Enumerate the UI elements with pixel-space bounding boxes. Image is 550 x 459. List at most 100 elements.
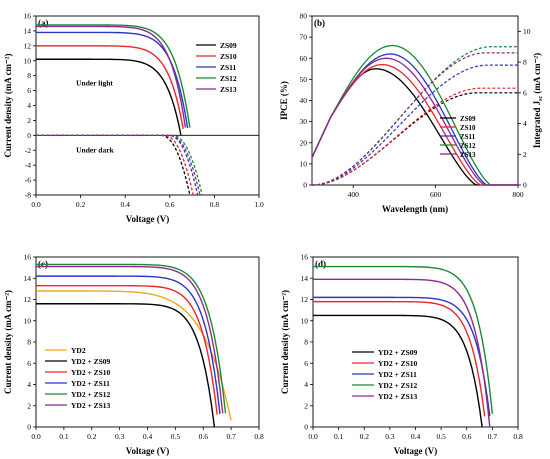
y-tick-label: 14 (24, 26, 32, 35)
ipce-line (311, 63, 518, 186)
y-tick-label: 8 (27, 71, 31, 80)
panel-b: 400 600 80001020304050607080(b)Wavelength … (279, 12, 544, 215)
series-line (36, 265, 224, 414)
y2-tick-label: 2 (523, 150, 527, 159)
x-tick-label: 0.8 (210, 200, 220, 209)
integrated-jsc-line (311, 52, 518, 186)
legend-label: ZS12 (460, 142, 476, 150)
y-tick-label: 14 (301, 274, 309, 283)
legend-label: YD2 + ZS12 (71, 390, 111, 399)
x-tick-label: 0.2 (87, 432, 97, 441)
series-line (36, 263, 227, 414)
y-tick-label: 0 (27, 131, 31, 140)
panel-a: 0.0 0.2 0.4 0.6 0.8 1.0 -8 -6 -4 -2 0 2 4 6 8 10 12 14 16 (… (3, 12, 264, 225)
series-line (36, 275, 221, 415)
integrated-jsc-line (311, 92, 518, 186)
y-tick-label: 10 (300, 159, 308, 168)
y-tick-label: 14 (24, 274, 32, 283)
series-line-dark (36, 134, 191, 196)
x-tick-label: 0.2 (360, 432, 370, 441)
y2-tick-label: 4 (523, 119, 527, 128)
legend-label: ZS11 (460, 133, 476, 141)
x-tick-label: 0.6 (199, 432, 209, 441)
x-tick-label: 0.3 (385, 432, 395, 441)
panel-label: (b) (314, 18, 325, 28)
series-line (313, 300, 486, 417)
x-tick-label: 0.0 (31, 200, 41, 209)
y-tick-label: -4 (25, 161, 31, 170)
y-tick-label: 6 (27, 86, 31, 95)
legend-label: YD2 (71, 346, 86, 355)
y-tick-label: 8 (304, 338, 308, 347)
series-line (36, 303, 216, 428)
x-tick-label: 0.5 (171, 432, 181, 441)
y-tick-label: 6 (27, 359, 31, 368)
ipce-line (311, 53, 518, 186)
y-tick-label: 10 (301, 316, 309, 325)
y-tick-label: 40 (300, 96, 308, 105)
legend-label: ZS11 (220, 63, 237, 72)
y-tick-label: 12 (301, 295, 309, 304)
series-line (36, 58, 182, 136)
y-tick-label: 60 (300, 54, 308, 63)
y-tick-label: 6 (304, 359, 308, 368)
y-tick-label: 30 (300, 117, 308, 126)
plot-frame (35, 256, 260, 428)
legend-label: YD2 + ZS11 (378, 370, 417, 379)
legend-label: YD2 + ZS12 (378, 381, 418, 390)
y2-tick-label: 6 (523, 88, 527, 97)
y-tick-label: 4 (27, 380, 31, 389)
x-axis-label: Voltage (V) (126, 214, 169, 224)
legend-label: ZS09 (220, 41, 237, 50)
y2-tick-label: 8 (523, 58, 527, 67)
x-axis-label: Wavelength (nm) (382, 204, 448, 214)
x-axis-label: Voltage (V) (126, 446, 169, 456)
y-tick-label: -8 (25, 191, 31, 200)
x-tick-label: 0.3 (115, 432, 125, 441)
y-tick-label: -2 (25, 146, 31, 155)
x-tick-label: 0.8 (513, 432, 523, 441)
y-tick-label: 16 (24, 12, 32, 21)
x-tick-label: 0.7 (226, 432, 236, 441)
x-tick-label: 0.4 (143, 432, 153, 441)
x-tick-label: 600 (430, 190, 442, 199)
y-tick-label: 2 (304, 401, 308, 410)
legend-label: YD2 + ZS13 (71, 401, 111, 410)
panel-label: (a) (38, 18, 49, 28)
y-axis-label: Current density (mA cm⁻²) (3, 290, 13, 394)
panel-d: 0.0 0.1 0.2 0.3 0.4 0.5 0.6 0.7 0.8 0 2 4 6 8 10 12 14 16… (280, 253, 523, 457)
legend-label: ZS12 (220, 74, 237, 83)
y-tick-label: 80 (300, 12, 308, 21)
annotation: Under dark (76, 145, 114, 154)
y-axis-label: IPCE (%) (279, 81, 289, 120)
series-line-dark (36, 134, 201, 196)
ipce-line (311, 57, 518, 186)
annotation: Under light (76, 78, 113, 87)
x-tick-label: 0.6 (165, 200, 175, 209)
panel-c: 0.0 0.1 0.2 0.3 0.4 0.5 0.6 0.7 0.8 0 2 4 6 8 10 12 14 16… (3, 253, 264, 457)
x-tick-label: 0.6 (462, 432, 472, 441)
legend-label: ZS10 (220, 52, 237, 61)
series-line (36, 45, 184, 129)
y-axis-label: Current density (mA cm⁻²) (280, 290, 290, 394)
x-tick-label: 0.4 (121, 200, 131, 209)
y-tick-label: 70 (300, 33, 308, 42)
x-tick-label: 0.0 (31, 432, 41, 441)
legend-label: YD2 + ZS11 (71, 379, 110, 388)
x-tick-label: 0.2 (76, 200, 86, 209)
x-tick-label: 0.1 (59, 432, 69, 441)
y2-axis-label: Integrated Jsc (mA cm⁻²) (532, 53, 544, 148)
legend-label: YD2 + ZS09 (378, 348, 418, 357)
legend-label: ZS10 (460, 124, 476, 132)
y-tick-label: 4 (304, 380, 308, 389)
y-tick-label: 2 (27, 116, 31, 125)
y-tick-label: 16 (301, 253, 309, 262)
x-tick-label: 0.4 (411, 432, 421, 441)
series-line-dark (36, 134, 194, 196)
legend-label: YD2 + ZS10 (71, 368, 111, 377)
integrated-jsc-line (311, 87, 518, 186)
y-tick-label: 16 (24, 253, 32, 262)
legend-label: YD2 + ZS13 (378, 392, 418, 401)
integrated-jsc-line (311, 64, 518, 186)
